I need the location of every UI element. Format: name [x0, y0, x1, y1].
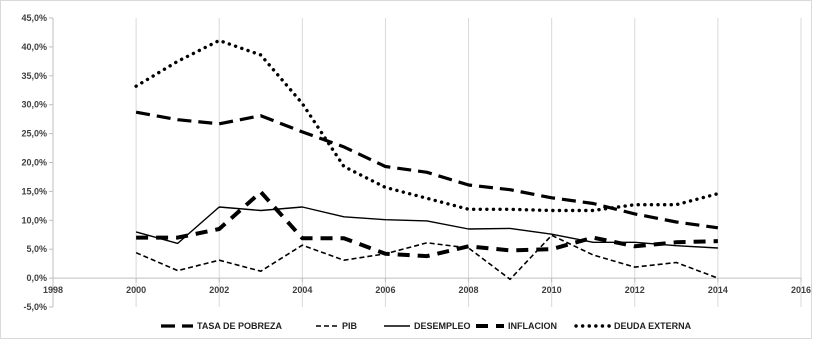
y-tick-label: 40,0%	[21, 42, 47, 52]
legend-label: TASA DE POBREZA	[197, 321, 283, 331]
x-tick-label: 2014	[708, 285, 728, 295]
y-tick-label: 35,0%	[21, 71, 47, 81]
legend: TASA DE POBREZA PIB DESEMPLEO INFLACION DEUD…	[161, 321, 692, 331]
y-tick-label: 0,0%	[26, 273, 47, 283]
grid	[135, 18, 802, 307]
y-tick-label: 20,0%	[21, 158, 47, 168]
y-tick-label: 30,0%	[21, 100, 47, 110]
y-tick-label: 5,0%	[26, 244, 47, 254]
x-tick-label: 2012	[625, 285, 645, 295]
series-line-pib	[135, 234, 719, 281]
y-tick-label: 25,0%	[21, 129, 47, 139]
series-line-tasa-de-pobreza	[135, 110, 719, 230]
x-tick-label: 2016	[791, 285, 811, 295]
x-tick-label: 2000	[126, 285, 146, 295]
x-tick-label: 2010	[542, 285, 562, 295]
series-line-deuda-externa	[134, 38, 720, 213]
legend-label: DESEMPLEO	[414, 321, 471, 331]
y-tick-label: 45,0%	[21, 13, 47, 23]
legend-label: INFLACION	[508, 321, 557, 331]
x-tick-label: 2008	[459, 285, 479, 295]
legend-label: DEUDA EXTERNA	[614, 321, 692, 331]
axes: -5,0% 0,0% 5,0% 10,0% 15,0% 20,0% 25,0% 30,0% 35…	[21, 13, 811, 312]
y-tick-label: 10,0%	[21, 215, 47, 225]
legend-label: PIB	[342, 321, 358, 331]
x-tick-label: 2004	[292, 285, 312, 295]
x-tick-label: 2002	[209, 285, 229, 295]
x-tick-label: 2006	[375, 285, 395, 295]
series-lines	[134, 38, 720, 281]
x-tick-label: 1998	[43, 285, 63, 295]
y-tick-label: -5,0%	[23, 302, 47, 312]
series-line-inflacion	[136, 190, 718, 259]
y-tick-label: 15,0%	[21, 186, 47, 196]
